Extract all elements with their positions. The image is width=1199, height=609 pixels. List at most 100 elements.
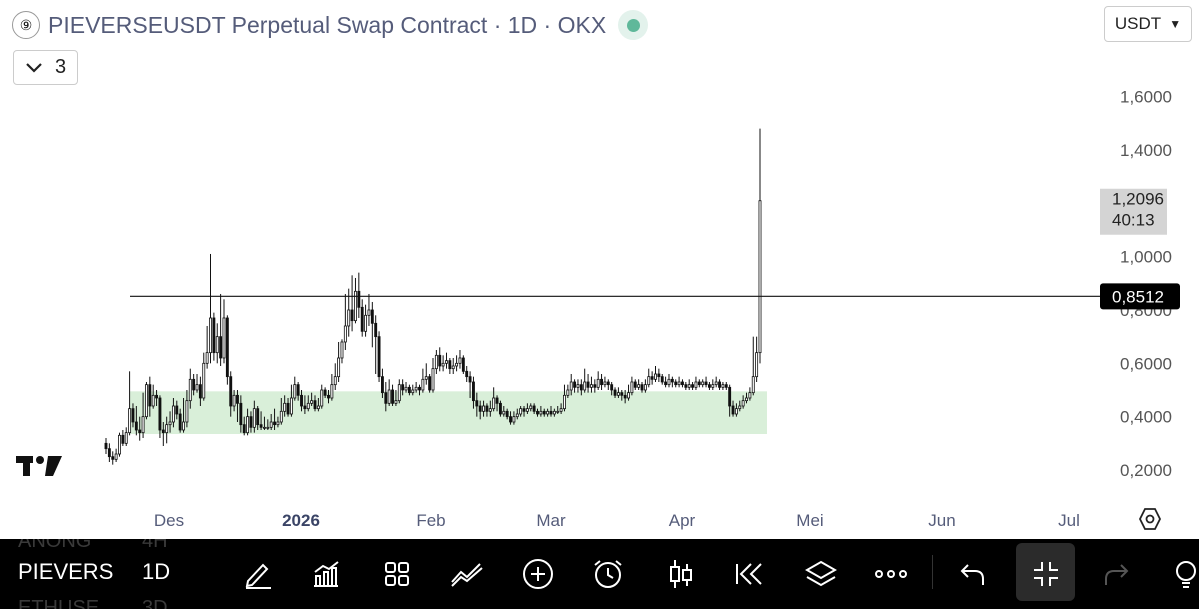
candle-body [613,389,617,396]
candle-body [276,421,280,426]
candle-body [475,400,479,407]
candle-body [620,392,624,396]
candle-body [664,381,668,386]
fullscreen-exit-button[interactable] [1016,543,1075,601]
candle-body [667,378,671,386]
ghost-interval-top: 4H [142,539,168,552]
interval-button[interactable]: 1D [142,559,171,584]
candle-body [586,381,590,388]
candle-body [455,362,459,367]
alarm-clock-icon[interactable] [590,556,626,592]
candle-body [289,397,293,415]
candle-body [552,410,556,415]
layout-grid-icon[interactable] [379,556,415,592]
indicators-count: 3 [54,56,67,78]
price-chart[interactable]: 1,60001,40001,00000,80000,60000,40000,20… [0,0,1199,539]
candle-body [681,381,684,386]
indicators-chart-icon[interactable] [308,556,344,592]
candle-body [563,394,566,410]
toolbar-separator [932,555,933,589]
candle-body [188,378,192,402]
candle-body [525,408,529,412]
candle-body [148,384,152,407]
chevron-down-icon: ▼ [1169,17,1182,31]
candle-body [566,389,570,396]
candle-body [485,405,489,412]
candle-body [559,408,563,412]
candle-body [262,426,266,429]
time-tick-label: 2026 [282,511,320,530]
candle-body [657,373,661,378]
candles-icon[interactable] [663,556,699,592]
candle-body [256,408,260,426]
layers-icon[interactable] [803,556,839,592]
candle-body [579,384,583,391]
assistant-bulb-icon[interactable] [1168,556,1199,592]
undo-icon[interactable] [955,556,991,592]
candle-body [556,410,560,413]
candle-body [306,402,310,410]
candle-body [539,410,543,415]
drawing-pencil-icon[interactable] [240,556,276,592]
candle-body [721,384,725,388]
ghost-symbol-bottom: ETHUSE [18,597,100,609]
candle-body [468,376,472,383]
symbol-button[interactable]: PIEVERS [18,559,114,584]
candle-body [269,421,273,428]
chart-settings-icon[interactable] [1138,507,1162,536]
candle-body [434,354,438,370]
candle-body [114,453,118,460]
candle-body [293,384,297,399]
candle-body [691,384,695,388]
bar-countdown-label: 40:13 [1112,211,1155,230]
candle-body [141,416,145,434]
indicators-collapse-button[interactable]: 3 [13,50,78,85]
candle-body [229,376,233,407]
time-tick-label: Mar [536,511,566,530]
candle-body [549,410,553,415]
tradingview-logo-icon [16,452,62,483]
chart-title[interactable]: PIEVERSEUSDT Perpetual Swap Contract · 1… [48,11,607,38]
candle-body [212,317,216,354]
candle-body [397,384,401,402]
fullscreen-exit-icon[interactable] [1028,556,1064,592]
candle-body [576,384,580,388]
candle-body [660,376,664,383]
candle-body [569,381,573,391]
candle-body [337,357,341,378]
candle-body [134,421,138,431]
redo-icon[interactable] [1098,556,1134,592]
candle-body [219,336,223,359]
chevron-down-icon [26,62,42,73]
candle-body [606,381,610,386]
candle-body [300,394,303,407]
time-tick-label: Jul [1058,511,1080,530]
candle-body [124,432,128,444]
candle-body [121,434,125,444]
compare-lines-icon[interactable] [449,556,485,592]
candle-body [684,384,688,388]
candle-body [205,352,209,364]
candle-body [350,309,354,322]
replay-rewind-icon[interactable] [731,556,767,592]
candle-body [370,309,374,324]
candle-body [320,389,324,407]
candle-body [107,448,111,458]
candle-body [165,424,169,434]
candle-body [195,384,199,391]
candle-body [616,392,620,396]
add-circle-icon[interactable] [520,556,556,592]
more-options-icon[interactable] [873,556,909,592]
candle-body [421,378,425,391]
candle-body [734,408,738,415]
currency-label: USDT [1114,14,1162,33]
currency-selector[interactable]: USDT ▼ [1104,6,1192,42]
candle-body [492,397,496,410]
candle-body [461,357,465,372]
candle-body [357,290,361,308]
ghost-interval-bottom: 3D [142,597,168,609]
candle-body [151,394,155,407]
candle-body [330,384,334,399]
candle-body [704,381,708,386]
candle-body [316,405,320,410]
